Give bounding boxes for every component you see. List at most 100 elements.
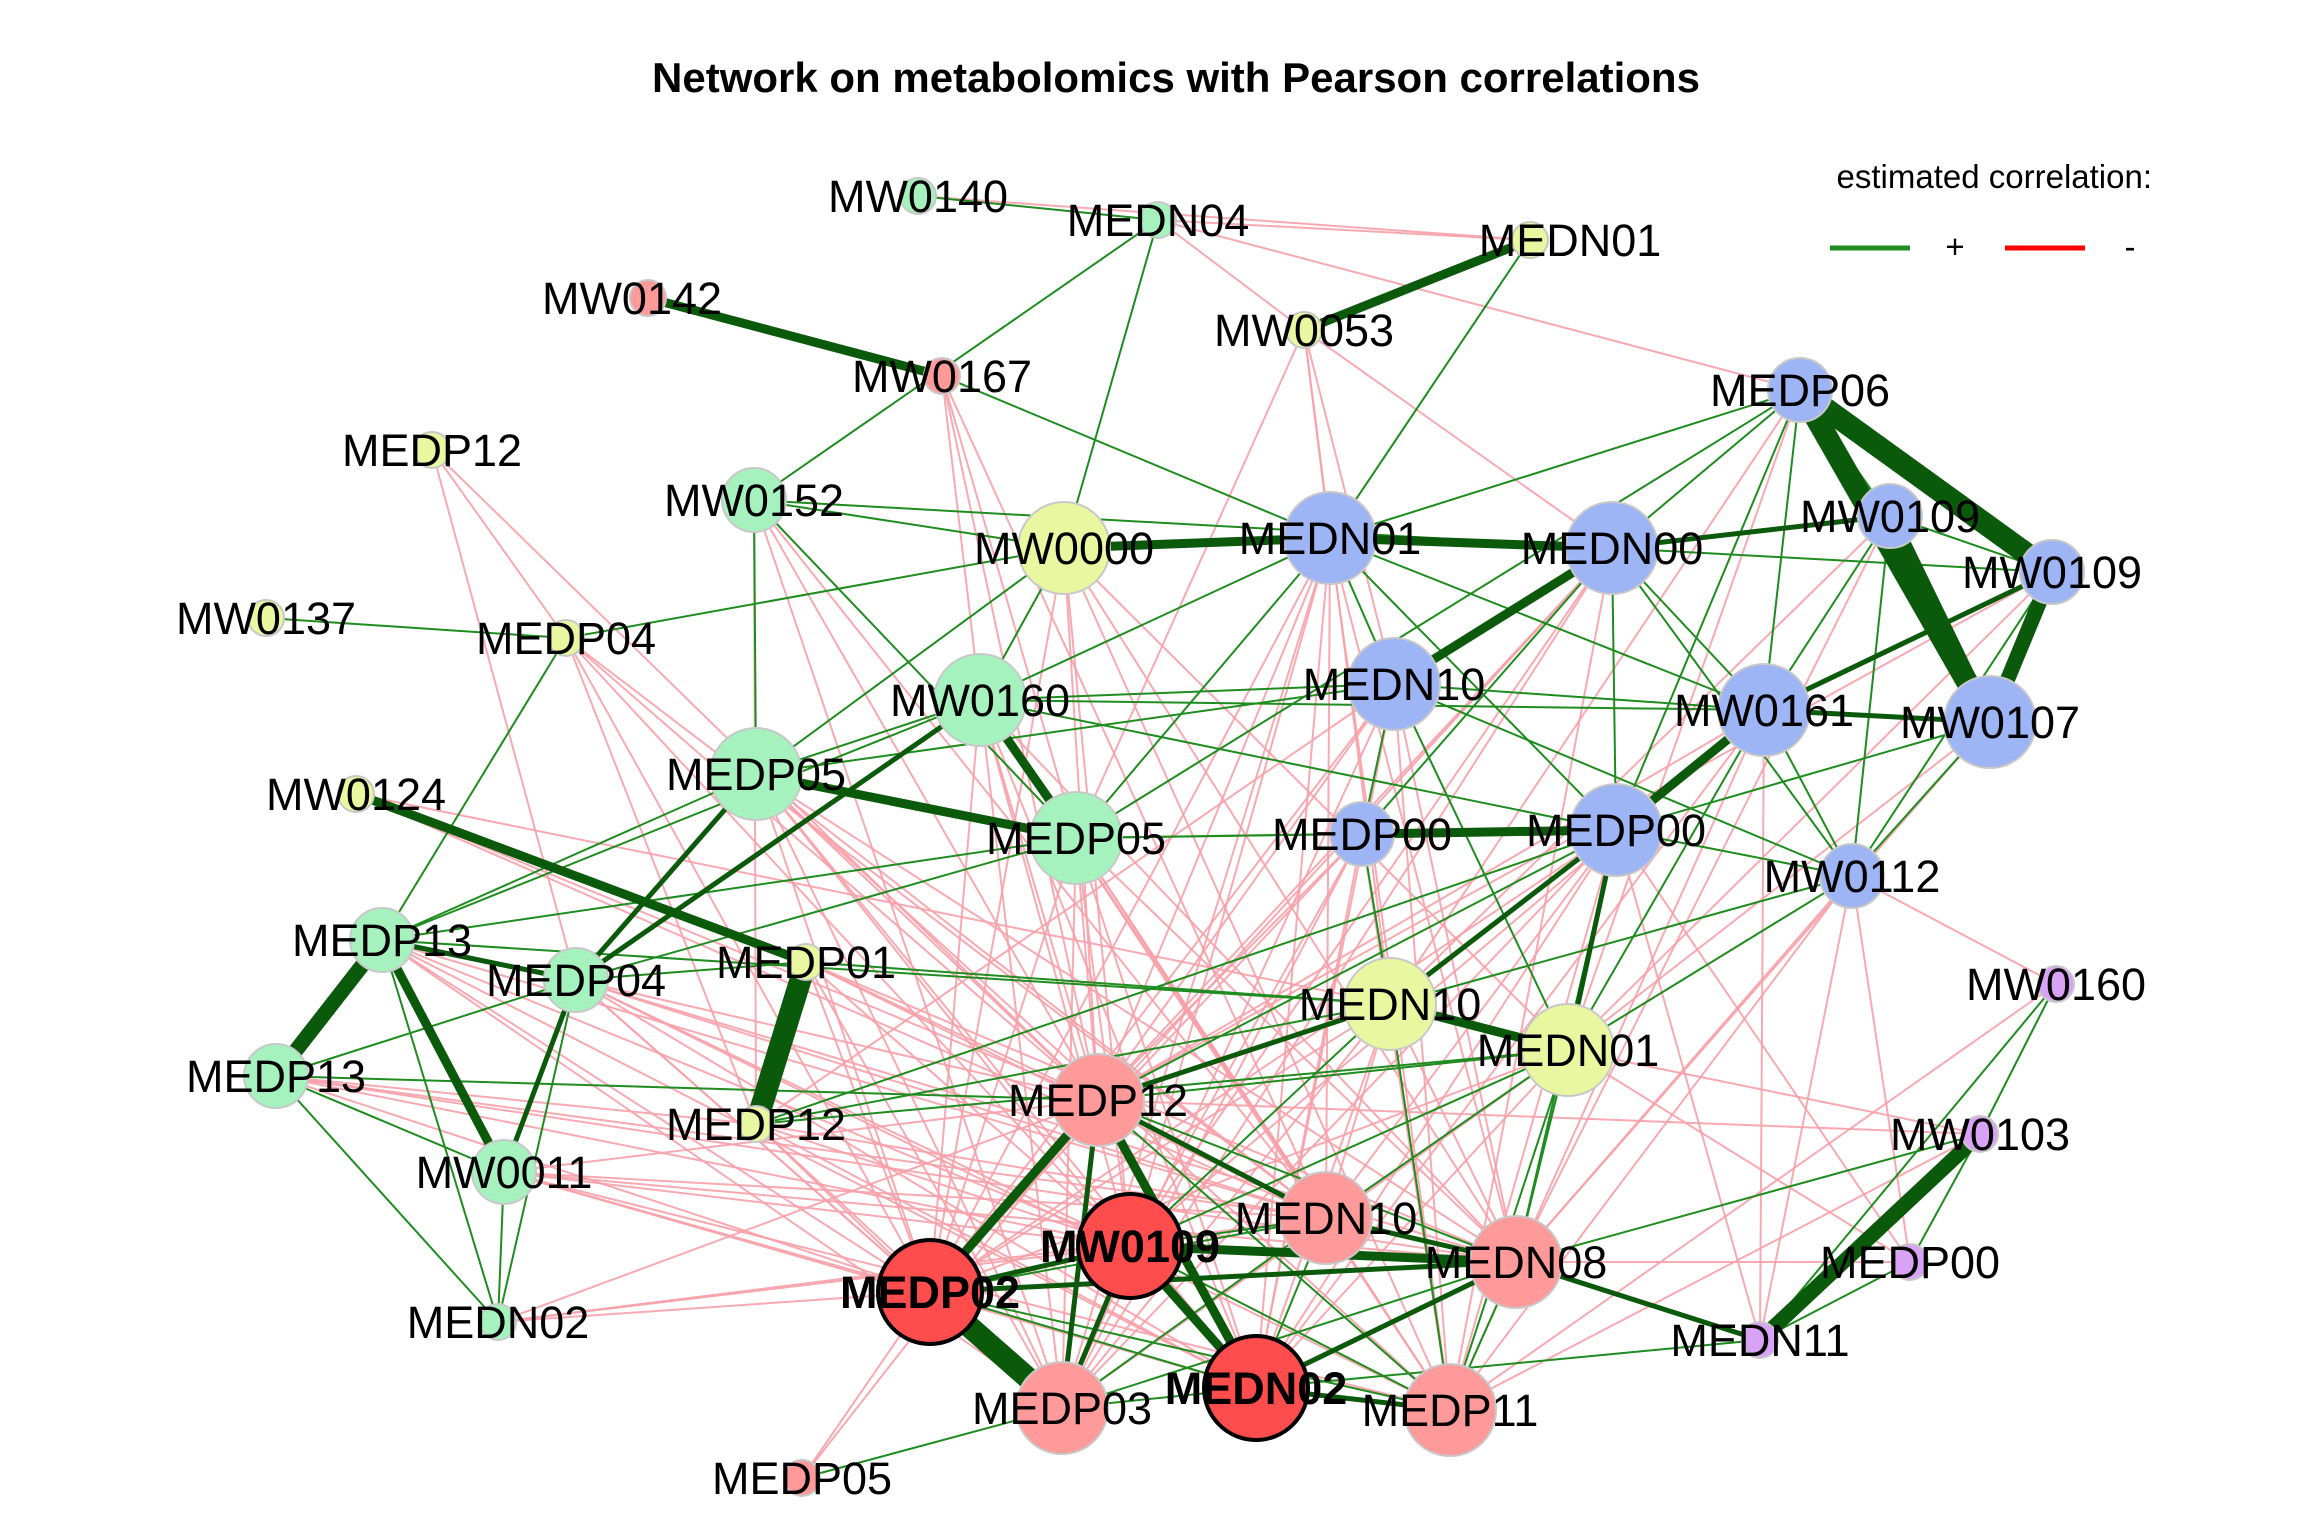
node-label-n4: MW0053 bbox=[1214, 305, 1394, 356]
positive-correlation-edge bbox=[917, 195, 1159, 221]
node-label-n46: MEDP11 bbox=[1362, 1385, 1539, 1436]
node-n45 bbox=[1015, 1361, 1109, 1455]
node-label-n35: MW0103 bbox=[1890, 1109, 2070, 1160]
positive-correlation-edge bbox=[745, 951, 817, 1135]
positive-correlation-edge bbox=[643, 293, 947, 381]
positive-correlation-edge bbox=[1075, 537, 1331, 839]
positive-correlation-edge bbox=[753, 499, 1077, 839]
positive-correlation-edge bbox=[1393, 683, 1765, 711]
negative-correlation-edge bbox=[755, 773, 1257, 1389]
positive-correlation-edge bbox=[1789, 379, 2001, 733]
node-label-n20: MEDP05 bbox=[666, 749, 846, 800]
negative-correlation-edge bbox=[1061, 829, 1617, 1409]
node-n20 bbox=[709, 727, 803, 821]
positive-correlation-edge bbox=[1325, 533, 1617, 553]
node-n7 bbox=[413, 431, 451, 469]
node-n36 bbox=[471, 1139, 537, 1205]
negative-correlation-edge bbox=[1615, 829, 1911, 1263]
negative-correlation-edge bbox=[1389, 515, 1891, 1005]
negative-correlation-edge bbox=[805, 961, 931, 1293]
positive-correlation-edge bbox=[979, 699, 1617, 831]
positive-correlation-edge bbox=[1979, 983, 2057, 1135]
negative-correlation-edge bbox=[1157, 219, 1305, 331]
node-label-n19: MW0107 bbox=[1900, 697, 2080, 748]
node-label-n13: MW0109 bbox=[1962, 547, 2142, 598]
node-n41 bbox=[1891, 1243, 1929, 1281]
node-n1 bbox=[1139, 201, 1177, 239]
node-label-n10: MEDN01 bbox=[1239, 513, 1422, 564]
positive-correlation-edge bbox=[1255, 1339, 1761, 1389]
positive-correlation-edge bbox=[979, 683, 1395, 701]
node-n47 bbox=[783, 1459, 821, 1497]
negative-correlation-edge bbox=[1393, 683, 1517, 1263]
positive-correlation-edge bbox=[1567, 875, 1853, 1051]
node-n42 bbox=[479, 1303, 517, 1341]
positive-correlation-edge bbox=[497, 979, 577, 1323]
positive-correlation-edge bbox=[1851, 515, 1891, 877]
legend: estimated correlation: + - bbox=[1830, 158, 2152, 265]
node-n32 bbox=[243, 1043, 309, 1109]
positive-correlation-edge bbox=[501, 977, 579, 1175]
negative-correlation-edge bbox=[1449, 875, 1853, 1411]
node-n23 bbox=[1329, 801, 1395, 867]
negative-correlation-edge bbox=[755, 773, 1327, 1219]
negative-correlation-edge bbox=[929, 537, 1331, 1293]
positive-correlation-edge bbox=[1329, 389, 1801, 539]
negative-correlation-edge bbox=[575, 979, 1327, 1219]
negative-correlation-edge bbox=[1567, 571, 2053, 1051]
negative-correlation-edge bbox=[755, 1123, 1131, 1247]
positive-correlation-edge bbox=[927, 1259, 1519, 1295]
negative-correlation-edge bbox=[575, 979, 1099, 1101]
positive-correlation-edge bbox=[1789, 379, 2063, 583]
positive-correlation-edge bbox=[1389, 1003, 1451, 1411]
negative-correlation-edge bbox=[1389, 389, 1801, 1005]
node-n26 bbox=[349, 907, 415, 973]
positive-correlation-edge bbox=[1615, 389, 1801, 831]
node-label-n37: MEDN10 bbox=[1235, 1193, 1418, 1244]
node-label-n42: MEDN02 bbox=[407, 1297, 590, 1348]
node-n35 bbox=[1961, 1115, 1999, 1153]
positive-correlation-edge bbox=[1752, 1126, 1988, 1348]
positive-correlation-edge bbox=[1393, 683, 1569, 1051]
node-label-n27: MEDP04 bbox=[486, 955, 666, 1006]
positive-correlation-edge bbox=[1129, 1049, 1569, 1247]
positive-correlation-edge bbox=[755, 547, 1065, 775]
positive-correlation-edge bbox=[805, 961, 1391, 1005]
node-label-n30: MEDN10 bbox=[1299, 979, 1482, 1030]
negative-correlation-edge bbox=[979, 699, 1099, 1101]
node-label-n24: MEDP00 bbox=[1526, 805, 1706, 856]
positive-correlation-edge bbox=[1325, 1049, 1569, 1219]
negative-correlation-edge bbox=[1567, 1049, 1981, 1135]
positive-correlation-edge bbox=[351, 789, 811, 967]
node-n13 bbox=[2019, 539, 2085, 605]
positive-correlation-edge bbox=[755, 1049, 1569, 1125]
negative-correlation-edge bbox=[1097, 537, 1331, 1101]
node-label-n6: MEDP06 bbox=[1710, 365, 1890, 416]
node-layer bbox=[243, 177, 2085, 1497]
negative-correlation-edge bbox=[575, 979, 1257, 1389]
negative-correlation-edge bbox=[381, 939, 1327, 1219]
negative-correlation-edge bbox=[497, 1291, 931, 1323]
node-label-n44: MEDN02 bbox=[1165, 1363, 1348, 1414]
node-label-n28: MEDP01 bbox=[716, 937, 896, 988]
negative-correlation-edge bbox=[565, 637, 1131, 1247]
node-label-n0: MW0140 bbox=[828, 171, 1008, 222]
node-label-n36: MW0011 bbox=[416, 1147, 593, 1198]
negative-correlation-edge bbox=[275, 1075, 757, 1125]
positive-correlation-edge bbox=[1129, 1003, 1391, 1247]
node-label-n15: MEDP04 bbox=[476, 613, 656, 664]
node-n19 bbox=[1943, 675, 2037, 769]
positive-correlation-edge bbox=[265, 617, 567, 639]
negative-correlation-edge bbox=[1097, 683, 1395, 1101]
negative-correlation-edge bbox=[1759, 709, 1765, 1341]
negative-correlation-edge bbox=[1303, 329, 1613, 549]
node-n22 bbox=[1029, 791, 1123, 885]
node-label-n45: MEDP03 bbox=[972, 1383, 1152, 1434]
negative-correlation-edge bbox=[1515, 515, 1891, 1263]
node-label-n47: MEDP05 bbox=[712, 1453, 892, 1504]
positive-correlation-edge bbox=[377, 935, 509, 1177]
negative-correlation-edge bbox=[755, 1123, 1257, 1389]
negative-correlation-edge bbox=[1615, 829, 1761, 1341]
legend-negative-label: - bbox=[2125, 228, 2136, 265]
